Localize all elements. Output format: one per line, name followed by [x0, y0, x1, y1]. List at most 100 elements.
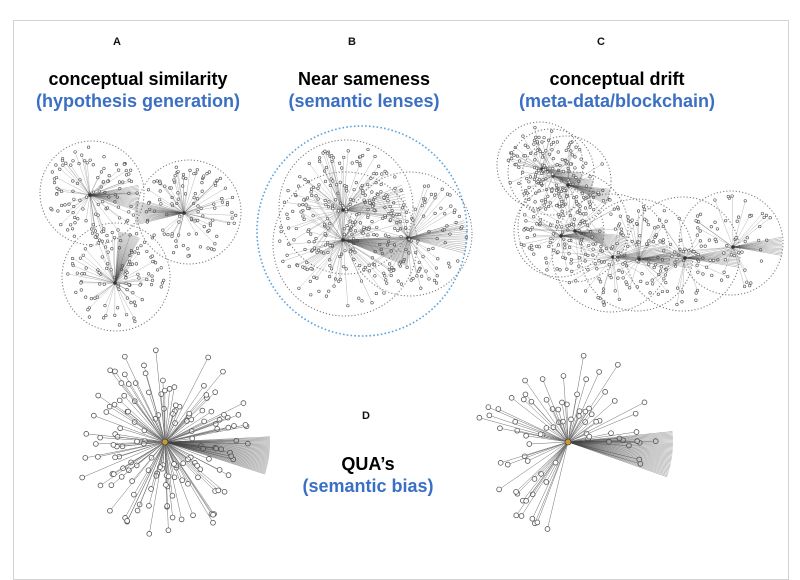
cluster-c9-node [548, 245, 551, 248]
star-d2-node [603, 389, 608, 394]
cluster-b3-node [375, 226, 378, 229]
cluster-a2-node [163, 185, 166, 188]
star-d1-node [84, 431, 89, 436]
star-d1-node [98, 483, 103, 488]
cluster-c9-node [536, 223, 539, 226]
cluster-c7-node [663, 209, 666, 212]
cluster-a3-node [146, 250, 149, 253]
cluster-c8-node [708, 239, 711, 242]
star-d2-node [527, 442, 532, 447]
cluster-b3-node [334, 198, 337, 201]
cluster-c3-node [533, 178, 536, 181]
cluster-c9-node [523, 214, 526, 217]
cluster-a2-node [173, 179, 176, 182]
cluster-b1-node [315, 194, 318, 197]
cluster-b3-node [326, 217, 329, 220]
cluster-c5-node [618, 298, 621, 301]
cluster-c9-node [560, 226, 563, 229]
cluster-a3-node [102, 317, 105, 320]
cluster-c8-edge [732, 196, 733, 247]
cluster-a2-node [193, 172, 196, 175]
cluster-b3-node [318, 290, 321, 293]
star-d1-node [117, 398, 122, 403]
cluster-b1-node [330, 154, 333, 157]
cluster-c9-node [530, 244, 533, 247]
cluster-c1-node [556, 141, 559, 144]
cluster-c9-node [526, 236, 529, 239]
cluster-b3-node [313, 276, 316, 279]
cluster-a1-node [83, 159, 86, 162]
cluster-c9-hub [559, 234, 563, 238]
cluster-a2-node [171, 235, 174, 238]
cluster-c9-node [546, 269, 549, 272]
cluster-c8-node [745, 281, 748, 284]
cluster-a2-node [193, 196, 196, 199]
cluster-a1-node [55, 176, 58, 179]
cluster-b3-node [327, 205, 330, 208]
cluster-c8-node [693, 250, 696, 253]
cluster-b2-node [420, 287, 423, 290]
cluster-c1-node [515, 163, 518, 166]
cluster-b1-node [375, 172, 378, 175]
cluster-a2-node [203, 225, 206, 228]
star-d2-node [529, 399, 534, 404]
cluster-c3-node [551, 173, 554, 176]
cluster-c8-node [688, 249, 691, 252]
cluster-b3-node [328, 275, 331, 278]
cluster-b3-node [375, 292, 378, 295]
cluster-b1-node [287, 227, 290, 230]
cluster-c2-node [552, 141, 555, 144]
cluster-a1-edge [66, 163, 90, 195]
cluster-b2-node [383, 196, 386, 199]
cluster-a2-node [178, 221, 181, 224]
cluster-a3-node [143, 241, 146, 244]
cluster-c7-node [664, 281, 667, 284]
cluster-b3-node [282, 260, 285, 263]
cluster-a3-node [150, 283, 153, 286]
cluster-a1-node [53, 181, 56, 184]
star-d2-node [544, 426, 549, 431]
cluster-c4-node [556, 221, 559, 224]
panel-b-letter: B [348, 36, 356, 48]
cluster-a1-node [60, 190, 63, 193]
cluster-c7-node [699, 230, 702, 233]
star-d2-node [523, 392, 528, 397]
cluster-c3-node [574, 167, 577, 170]
cluster-c9-node [566, 225, 569, 228]
cluster-c8-node [720, 279, 723, 282]
cluster-b3-edge [298, 240, 343, 266]
cluster-c3-node [560, 190, 563, 193]
star-d1-node [83, 456, 88, 461]
cluster-b1-node [298, 175, 301, 178]
cluster-a3-node [137, 273, 140, 276]
cluster-b1-node [370, 177, 373, 180]
cluster-c8-edge [733, 215, 750, 247]
cluster-a2-edge [172, 213, 184, 236]
cluster-b2-node [387, 199, 390, 202]
cluster-b2-node [443, 212, 446, 215]
cluster-c5-node [570, 262, 573, 265]
cluster-c4-node [535, 245, 538, 248]
cluster-a3-node [110, 269, 113, 272]
cluster-a3-node [125, 313, 128, 316]
star-d1-node [173, 421, 178, 426]
star-d2-node [524, 498, 529, 503]
cluster-c6-node [631, 219, 634, 222]
cluster-a1-node [96, 234, 99, 237]
cluster-b2-node [389, 219, 392, 222]
cluster-c4-node [597, 191, 600, 194]
star-d1-node [122, 393, 127, 398]
cluster-b1-node [340, 167, 343, 170]
cluster-c2-node [533, 139, 536, 142]
cluster-b3-node [349, 203, 352, 206]
cluster-b3-node [296, 264, 299, 267]
cluster-c3-node [545, 149, 548, 152]
cluster-b3-node [301, 203, 304, 206]
cluster-a3-node [106, 240, 109, 243]
cluster-c9-node [589, 206, 592, 209]
cluster-c1-node [547, 195, 550, 198]
cluster-a1-node [67, 210, 70, 213]
cluster-a3-node [85, 267, 88, 270]
cluster-c1-node [556, 163, 559, 166]
cluster-c4-node [545, 262, 548, 265]
